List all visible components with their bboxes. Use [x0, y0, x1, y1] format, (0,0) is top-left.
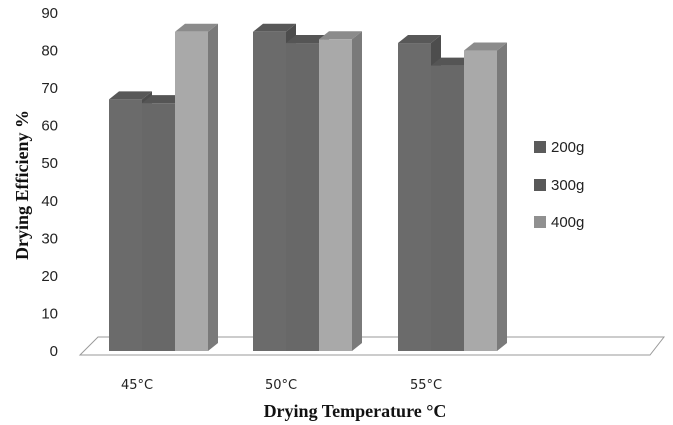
legend-swatch	[534, 141, 546, 153]
y-tick-label: 50	[41, 155, 58, 172]
bar-top	[253, 23, 296, 32]
bar-front	[109, 99, 142, 351]
bar-front	[286, 43, 319, 352]
y-tick-label: 40	[41, 193, 58, 210]
y-tick-label: 90	[41, 5, 58, 22]
bar-top	[464, 42, 507, 51]
y-tick-label: 60	[41, 118, 58, 135]
legend-label: 300g	[551, 177, 584, 194]
bar-top	[398, 35, 441, 44]
bar-side	[497, 42, 507, 352]
x-axis-title: Drying Temperature °C	[264, 401, 447, 421]
legend: 200g 300g 400g	[534, 139, 584, 231]
y-axis-title: Drying Efficieny %	[12, 110, 32, 260]
bar-front	[319, 39, 352, 352]
bar	[319, 31, 362, 352]
bar	[464, 42, 507, 352]
y-tick-label: 20	[41, 268, 58, 285]
bar-side	[208, 23, 218, 352]
y-axis-ticks: 0 10 20 30 40 50 60 70 80 90	[41, 5, 58, 360]
bar-top	[319, 31, 362, 40]
bar-front	[142, 103, 175, 351]
bar-top	[431, 57, 474, 66]
bar-front	[464, 50, 497, 352]
chart-floor	[78, 336, 666, 356]
bar-top	[142, 95, 185, 104]
bar-front	[253, 31, 286, 352]
x-tick-label: 50°C	[265, 378, 297, 393]
y-tick-label: 0	[50, 343, 58, 360]
bars	[109, 23, 507, 352]
legend-label: 200g	[551, 139, 584, 156]
bar-side	[352, 31, 362, 352]
bar	[175, 23, 218, 352]
legend-label: 400g	[551, 214, 584, 231]
bar-top	[109, 91, 152, 100]
bar-front	[431, 65, 464, 352]
y-tick-label: 80	[41, 43, 58, 60]
bar-front	[398, 43, 431, 352]
x-tick-label: 45°C	[121, 378, 153, 393]
legend-swatch	[534, 179, 546, 191]
x-tick-label: 55°C	[410, 378, 442, 393]
y-tick-label: 70	[41, 80, 58, 97]
x-axis-categories: 45°C 50°C 55°C	[121, 378, 442, 393]
bar-front	[175, 31, 208, 352]
legend-swatch	[534, 216, 546, 228]
y-tick-label: 30	[41, 230, 58, 247]
bar-top	[286, 35, 329, 44]
y-tick-label: 10	[41, 305, 58, 322]
bar-top	[175, 23, 218, 32]
